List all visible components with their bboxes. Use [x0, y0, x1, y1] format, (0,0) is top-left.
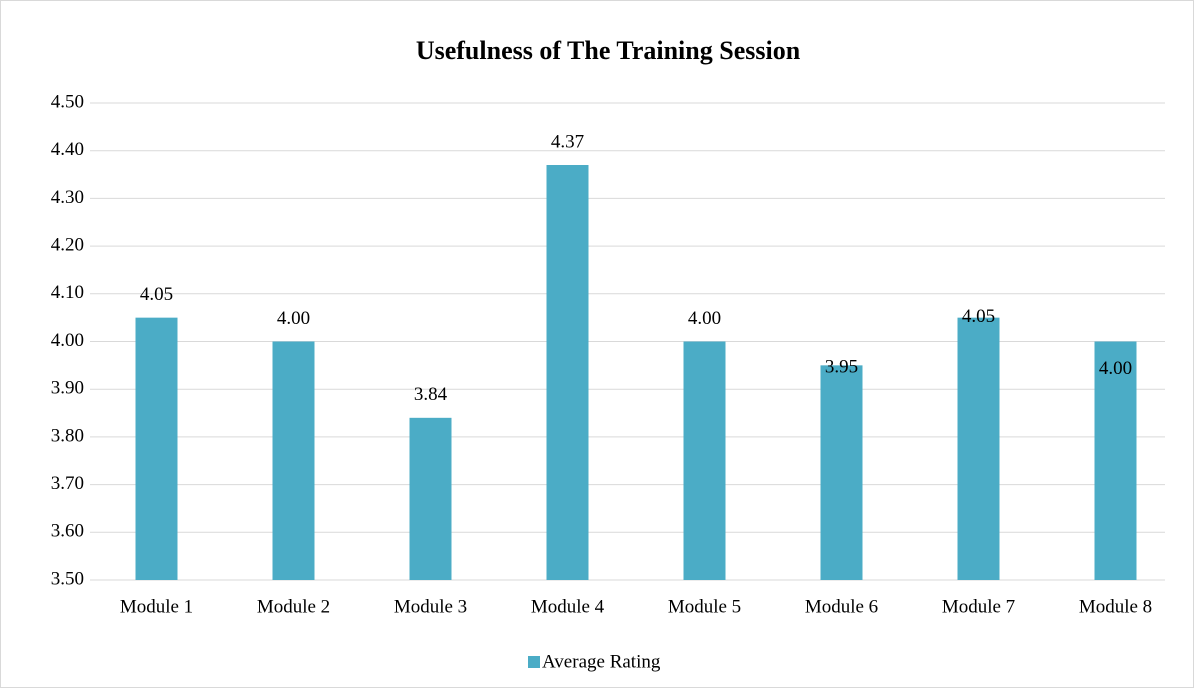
- bar: [1094, 341, 1137, 580]
- data-label: 3.84: [414, 384, 448, 405]
- y-tick-label: 4.00: [51, 330, 84, 351]
- y-tick-label: 4.40: [51, 139, 84, 160]
- x-tick-label: Module 7: [942, 596, 1015, 617]
- x-tick-label: Module 8: [1079, 596, 1152, 617]
- y-tick-label: 4.10: [51, 282, 84, 303]
- x-tick-label: Module 3: [394, 596, 467, 617]
- data-label: 4.37: [551, 131, 584, 152]
- legend-swatch: [528, 656, 540, 668]
- x-tick-label: Module 1: [120, 596, 193, 617]
- bar: [683, 341, 726, 580]
- y-tick-label: 4.20: [51, 234, 84, 255]
- data-label: 4.00: [688, 308, 721, 329]
- data-label: 4.05: [140, 284, 173, 305]
- legend-label: Average Rating: [542, 651, 661, 672]
- bar: [820, 365, 863, 580]
- y-tick-label: 3.50: [51, 568, 84, 589]
- x-tick-label: Module 5: [668, 596, 741, 617]
- y-tick-label: 4.30: [51, 187, 84, 208]
- bar: [409, 417, 452, 580]
- y-tick-label: 3.90: [51, 378, 84, 399]
- data-label: 3.95: [825, 357, 858, 378]
- x-tick-label: Module 2: [257, 596, 330, 617]
- y-tick-label: 4.50: [51, 91, 84, 112]
- y-tick-label: 3.60: [51, 521, 84, 542]
- chart-title: Usefulness of The Training Session: [416, 36, 801, 65]
- bar: [546, 165, 589, 580]
- x-tick-label: Module 4: [531, 596, 605, 617]
- bar: [272, 341, 315, 580]
- y-tick-label: 3.70: [51, 473, 84, 494]
- y-tick-label: 3.80: [51, 425, 84, 446]
- bar: [135, 317, 178, 580]
- data-label: 4.05: [962, 306, 995, 327]
- x-tick-label: Module 6: [805, 596, 878, 617]
- data-label: 4.00: [277, 308, 310, 329]
- bar: [957, 317, 1000, 580]
- data-label: 4.00: [1099, 358, 1132, 379]
